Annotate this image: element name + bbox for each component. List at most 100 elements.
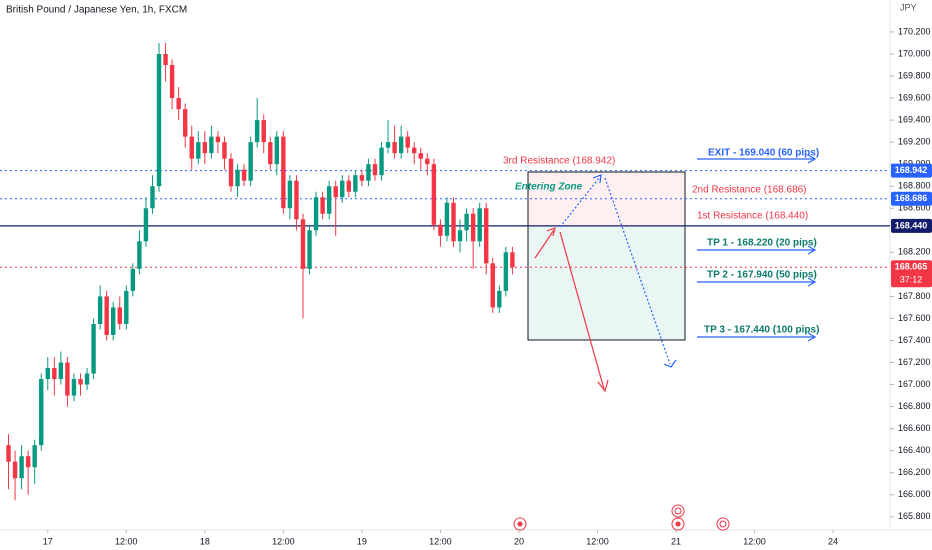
- candle: [438, 219, 443, 247]
- candle: [307, 224, 312, 275]
- candle-body: [84, 373, 90, 385]
- arrow-head: [807, 154, 817, 164]
- arrow-head: [807, 332, 817, 342]
- candle: [398, 125, 404, 159]
- x-tick-label: 20: [514, 536, 524, 546]
- candle: [379, 142, 384, 181]
- candle-body: [52, 368, 57, 380]
- candle: [222, 136, 227, 170]
- price-badge-label: 168.440: [895, 220, 928, 230]
- candle: [150, 175, 155, 214]
- candle-body: [215, 136, 221, 143]
- candle-body: [71, 379, 77, 396]
- candle-body: [111, 307, 116, 335]
- candle: [405, 131, 410, 154]
- annotation: 3rd Resistance (168.942): [503, 156, 615, 167]
- y-tick-label: 168.200: [898, 247, 931, 257]
- candle: [490, 257, 495, 313]
- candle: [111, 301, 116, 341]
- candle: [45, 357, 50, 391]
- candle-body: [307, 230, 312, 269]
- candle-body: [228, 158, 234, 187]
- price-badge-label: 168.942: [895, 165, 928, 175]
- annotation: TP 1 - 168.220 (20 pips): [707, 238, 817, 249]
- candle-body: [91, 323, 96, 374]
- candle: [182, 103, 188, 148]
- candle: [124, 285, 129, 330]
- candle: [268, 136, 273, 170]
- candle: [228, 153, 234, 192]
- y-tick-label: 167.600: [898, 313, 931, 323]
- candle-body: [65, 362, 70, 396]
- y-tick-label: 167.400: [898, 335, 931, 345]
- annotation: 1st Resistance (168.440): [697, 211, 808, 222]
- candle-body: [268, 142, 273, 165]
- candle-body: [25, 456, 31, 468]
- y-tick-label: 167.200: [898, 357, 931, 367]
- event-icons: [513, 504, 730, 531]
- candle: [385, 120, 391, 154]
- x-tick-label: 18: [200, 536, 210, 546]
- candle-body: [477, 208, 482, 242]
- arrow-head: [546, 227, 556, 237]
- y-tick-label: 168.600: [898, 203, 931, 213]
- candle: [104, 290, 109, 341]
- candle-body: [32, 445, 37, 468]
- candle: [6, 434, 11, 490]
- candle: [189, 125, 194, 170]
- x-tick-label: 12:00: [586, 536, 609, 546]
- candle: [91, 318, 96, 380]
- candle: [366, 158, 371, 187]
- y-tick-label: 166.400: [898, 445, 931, 455]
- candle-body: [117, 307, 122, 324]
- candle-body: [484, 208, 489, 264]
- x-tick-label: 12:00: [272, 536, 295, 546]
- candle: [477, 202, 482, 247]
- candle-body: [431, 164, 437, 225]
- candle: [464, 208, 469, 242]
- candle: [241, 164, 247, 187]
- candle: [97, 285, 103, 330]
- candle-body: [379, 147, 384, 176]
- candle-body: [176, 98, 181, 110]
- arrow: [559, 176, 601, 228]
- candle: [12, 450, 18, 501]
- candle: [346, 175, 352, 198]
- candle-body: [137, 241, 142, 269]
- candle: [300, 213, 306, 319]
- candle: [248, 136, 253, 187]
- candle: [444, 197, 450, 242]
- candle-body: [196, 142, 201, 159]
- candle-body: [261, 120, 266, 143]
- candle: [470, 208, 476, 269]
- candle: [431, 158, 437, 231]
- candle: [156, 42, 162, 192]
- candle-body: [385, 142, 391, 148]
- candle: [281, 131, 286, 214]
- candle-body: [222, 142, 227, 159]
- candle: [84, 368, 90, 391]
- arrow: [559, 231, 605, 390]
- candle: [274, 131, 280, 176]
- candle-body: [248, 142, 253, 181]
- candle: [418, 147, 423, 170]
- candle: [52, 357, 57, 396]
- arrow-head: [663, 359, 677, 368]
- candle: [326, 180, 332, 220]
- candle-body: [300, 219, 306, 269]
- candle: [65, 357, 70, 407]
- annotation: TP 2 - 167.940 (50 pips): [707, 270, 817, 281]
- candle-body: [104, 296, 109, 335]
- candle-body: [287, 180, 293, 209]
- arrows: [534, 154, 817, 393]
- price-badge: [891, 218, 932, 233]
- y-tick-label: 166.600: [898, 423, 931, 433]
- candle: [359, 169, 365, 187]
- event-icon-dot: [517, 521, 523, 527]
- y-tick-label: 170.000: [898, 48, 931, 58]
- candle-body: [163, 53, 168, 66]
- candle-body: [254, 120, 260, 143]
- candle-body: [235, 169, 240, 187]
